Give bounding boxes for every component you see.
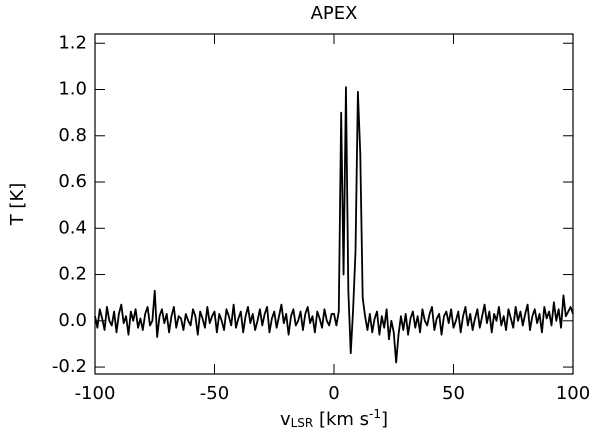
y-tick-label: 0.8 — [58, 125, 87, 146]
y-tick-label: 1.0 — [58, 79, 87, 100]
x-axis-label: vLSR [km s-1] — [280, 407, 388, 431]
y-tick-label: 1.2 — [58, 32, 87, 53]
x-tick-label: -100 — [75, 383, 116, 404]
y-tick-label: 0.4 — [58, 217, 87, 238]
x-tick-label: 0 — [328, 383, 339, 404]
y-tick-label: 0.2 — [58, 264, 87, 285]
x-label-part: ] — [381, 409, 388, 430]
x-label-part: -1 — [369, 407, 381, 421]
y-tick-label: 0.0 — [58, 310, 87, 331]
x-label-part: v — [280, 409, 291, 430]
x-tick-label: 50 — [442, 383, 465, 404]
spectrum-line — [94, 86, 574, 364]
x-tick-label: -50 — [200, 383, 229, 404]
x-tick-label: 100 — [556, 383, 590, 404]
chart-title: APEX — [311, 3, 358, 24]
x-label-part: [km s — [313, 409, 369, 430]
y-tick-label: 0.6 — [58, 171, 87, 192]
y-tick-label: -0.2 — [52, 356, 87, 377]
y-axis-label: T [K] — [7, 183, 28, 227]
x-label-part: LSR — [291, 416, 314, 430]
